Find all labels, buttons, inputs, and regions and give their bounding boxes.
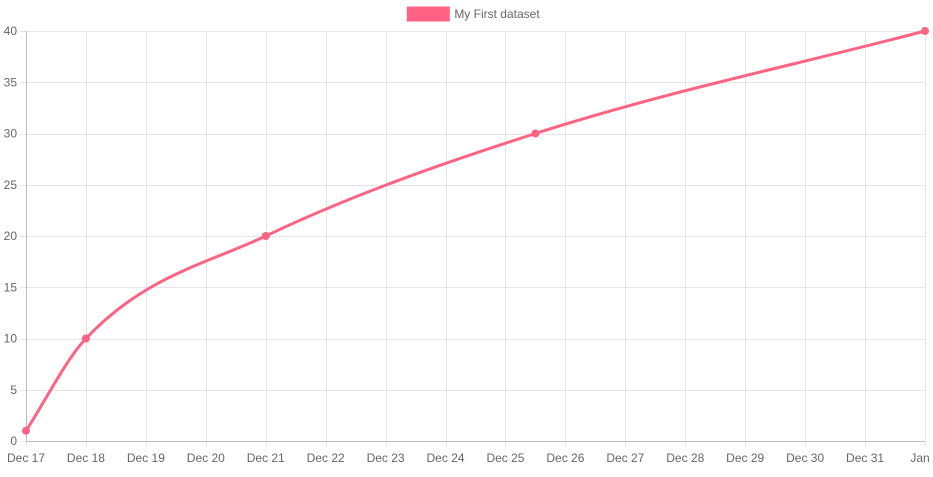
y-tick-label: 0	[10, 434, 17, 448]
x-tick-label: Dec 28	[666, 451, 704, 465]
x-tick-label: Dec 22	[307, 451, 345, 465]
y-tick-label: 35	[4, 75, 18, 89]
x-tick-label: Dec 31	[846, 451, 884, 465]
data-point[interactable]	[921, 27, 929, 35]
legend-item[interactable]: My First dataset	[406, 6, 540, 22]
x-tick-label: Dec 23	[367, 451, 405, 465]
y-tick-label: 30	[4, 127, 18, 141]
data-point[interactable]	[22, 426, 30, 435]
legend-swatch	[406, 6, 450, 22]
x-tick-label: Dec 21	[247, 451, 285, 465]
x-tick-label: Dec 17	[7, 451, 45, 465]
x-tick-label: Jan 1	[910, 451, 933, 465]
x-tick-label: Dec 26	[546, 451, 584, 465]
x-tick-label: Dec 24	[427, 451, 465, 465]
x-tick-label: Dec 18	[67, 451, 105, 465]
axes: 0 5 10 15 20 25 30 35 40 Dec 17 Dec 18 Dec 19 Dec 20…	[4, 24, 933, 465]
x-tick-label: Dec 29	[726, 451, 764, 465]
x-tick-label: Dec 20	[187, 451, 225, 465]
data-point[interactable]	[81, 334, 90, 343]
grid	[20, 31, 926, 447]
x-tick-label: Dec 25	[486, 451, 524, 465]
legend-label: My First dataset	[454, 7, 540, 21]
y-tick-label: 15	[4, 280, 18, 294]
x-tick-label: Dec 19	[127, 451, 165, 465]
y-tick-label: 20	[4, 229, 18, 243]
data-point[interactable]	[261, 232, 270, 240]
y-tick-label: 5	[10, 383, 17, 397]
x-tick-label: Dec 30	[786, 451, 824, 465]
y-tick-label: 40	[4, 24, 18, 38]
y-tick-label: 25	[4, 178, 18, 192]
x-tick-label: Dec 27	[606, 451, 644, 465]
legend[interactable]: My First dataset	[406, 6, 540, 22]
data-point[interactable]	[531, 129, 540, 138]
series-layer	[22, 27, 929, 435]
y-tick-label: 10	[4, 332, 18, 346]
series-line	[24, 29, 927, 433]
